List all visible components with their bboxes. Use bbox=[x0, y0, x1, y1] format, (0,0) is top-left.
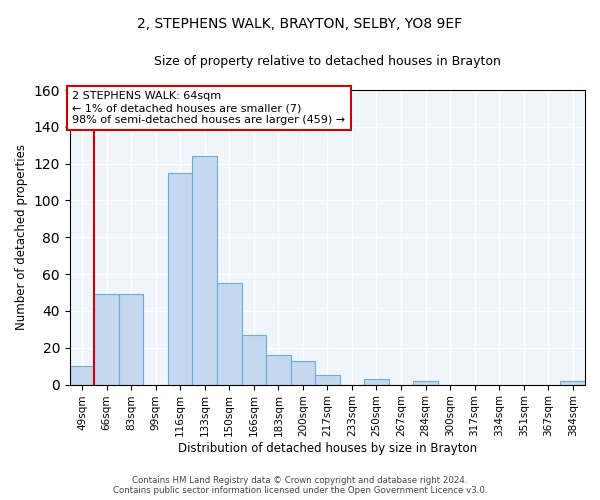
Bar bbox=[193, 156, 217, 384]
Bar bbox=[290, 360, 315, 384]
X-axis label: Distribution of detached houses by size in Brayton: Distribution of detached houses by size … bbox=[178, 442, 477, 455]
Title: Size of property relative to detached houses in Brayton: Size of property relative to detached ho… bbox=[154, 55, 501, 68]
Bar bbox=[168, 173, 193, 384]
Bar bbox=[364, 379, 389, 384]
Bar bbox=[217, 284, 242, 384]
Text: 2 STEPHENS WALK: 64sqm
← 1% of detached houses are smaller (7)
98% of semi-detac: 2 STEPHENS WALK: 64sqm ← 1% of detached … bbox=[73, 92, 346, 124]
Bar bbox=[560, 381, 585, 384]
Bar bbox=[119, 294, 143, 384]
Bar bbox=[242, 335, 266, 384]
Bar bbox=[266, 355, 290, 384]
Bar bbox=[94, 294, 119, 384]
Bar bbox=[413, 381, 438, 384]
Bar bbox=[70, 366, 94, 384]
Y-axis label: Number of detached properties: Number of detached properties bbox=[15, 144, 28, 330]
Text: 2, STEPHENS WALK, BRAYTON, SELBY, YO8 9EF: 2, STEPHENS WALK, BRAYTON, SELBY, YO8 9E… bbox=[137, 18, 463, 32]
Text: Contains HM Land Registry data © Crown copyright and database right 2024.
Contai: Contains HM Land Registry data © Crown c… bbox=[113, 476, 487, 495]
Bar bbox=[315, 376, 340, 384]
